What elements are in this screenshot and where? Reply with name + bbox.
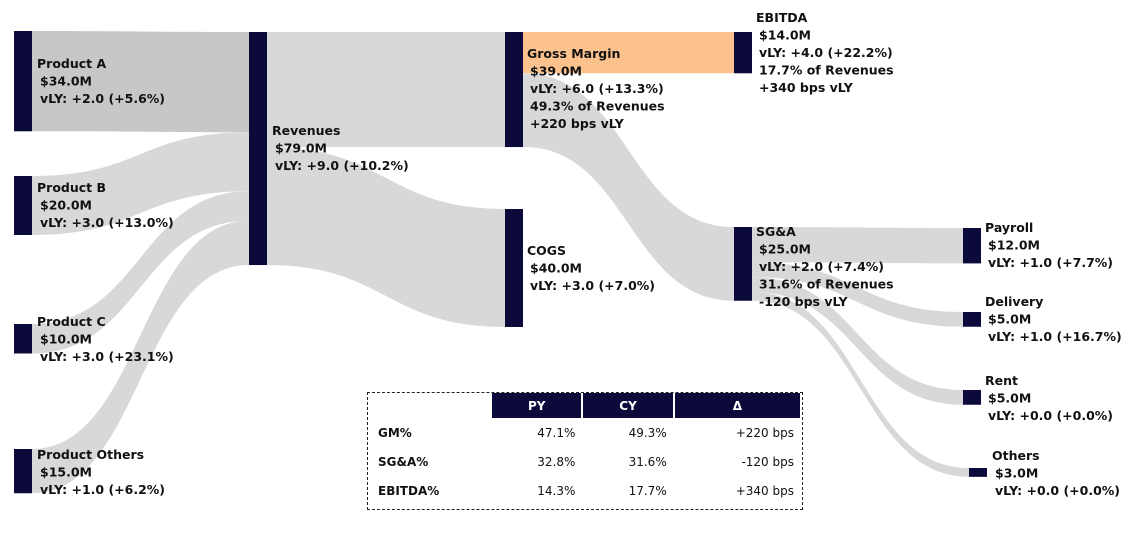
link-product_c-to-revenues: [32, 191, 249, 354]
metric-label: SG&A%: [378, 454, 429, 469]
sankey-links: [32, 31, 969, 494]
table-row: EBITDA% 14.3% 17.7% +340 bps: [370, 476, 800, 505]
node-product_c: [14, 324, 32, 354]
link-sga-to-payroll: [752, 227, 963, 264]
label-product_a: Product A $34.0M vLY: +2.0 (+5.6%): [37, 56, 165, 106]
node-rent: [963, 390, 981, 405]
label-rent: Rent $5.0M vLY: +0.0 (+0.0%): [985, 373, 1113, 423]
py-value: 32.8%: [537, 454, 576, 469]
link-sga-to-others: [752, 291, 969, 477]
label-product_others: Product Others $15.0M vLY: +1.0 (+6.2%): [37, 447, 165, 497]
py-value: 47.1%: [537, 425, 576, 440]
label-revenues: Revenues $79.0M vLY: +9.0 (+10.2%): [272, 123, 409, 173]
label-payroll: Payroll $12.0M vLY: +1.0 (+7.7%): [985, 220, 1113, 270]
node-gross_margin: [505, 32, 523, 148]
link-product_others-to-revenues: [32, 220, 249, 494]
py-value: 14.3%: [537, 483, 576, 498]
link-sga-to-rent: [752, 277, 963, 405]
node-delivery: [963, 312, 981, 327]
cy-value: 17.7%: [628, 483, 667, 498]
label-cogs: COGS $40.0M vLY: +3.0 (+7.0%): [527, 243, 655, 293]
sankey-labels: Product A $34.0M vLY: +2.0 (+5.6%) Product …: [37, 10, 1122, 498]
node-sga: [734, 227, 752, 301]
node-cogs: [505, 209, 523, 327]
cy-value: 31.6%: [628, 454, 667, 469]
sankey-nodes: [14, 31, 987, 494]
label-gross_margin: Gross Margin $39.0M vLY: +6.0 (+13.3%) 49.3…: [527, 46, 665, 131]
delta-value: -120 bps: [741, 454, 794, 469]
node-product_a: [14, 31, 32, 132]
label-delivery: Delivery $5.0M vLY: +1.0 (+16.7%): [985, 294, 1122, 344]
table-row: GM% 47.1% 49.3% +220 bps: [370, 418, 800, 447]
header-cy: CY: [583, 393, 673, 418]
delta-value: +340 bps: [735, 483, 794, 498]
header-blank: [370, 393, 490, 418]
label-product_c: Product C $10.0M vLY: +3.0 (+23.1%): [37, 314, 174, 364]
table-row: SG&A% 32.8% 31.6% -120 bps: [370, 447, 800, 476]
header-delta: Δ: [674, 393, 800, 418]
label-product_b: Product B $20.0M vLY: +3.0 (+13.0%): [37, 180, 174, 230]
node-ebitda: [734, 32, 752, 74]
metric-label: GM%: [378, 425, 412, 440]
label-ebitda: EBITDA $14.0M vLY: +4.0 (+22.2%) 17.7% of R…: [756, 10, 894, 95]
label-others: Others $3.0M vLY: +0.0 (+0.0%): [992, 448, 1120, 498]
node-others: [969, 468, 987, 477]
node-payroll: [963, 228, 981, 264]
link-gross_margin-to-sga: [523, 73, 734, 301]
label-sga: SG&A $25.0M vLY: +2.0 (+7.4%) 31.6% of Reve…: [756, 224, 894, 309]
metric-label: EBITDA%: [378, 483, 440, 498]
summary-table: PY CY Δ GM% 47.1% 49.3% +220 bps SG&A% 3…: [367, 392, 803, 510]
link-product_a-to-revenues: [32, 31, 249, 133]
link-sga-to-delivery: [752, 262, 963, 327]
node-revenues: [249, 32, 267, 266]
delta-value: +220 bps: [735, 425, 794, 440]
header-py: PY: [492, 393, 582, 418]
link-revenues-to-gross_margin: [267, 32, 505, 148]
link-gross_margin-to-ebitda: [523, 32, 734, 74]
node-product_b: [14, 176, 32, 235]
link-product_b-to-revenues: [32, 132, 249, 235]
cy-value: 49.3%: [628, 425, 667, 440]
link-revenues-to-cogs: [267, 147, 505, 327]
node-product_others: [14, 449, 32, 494]
